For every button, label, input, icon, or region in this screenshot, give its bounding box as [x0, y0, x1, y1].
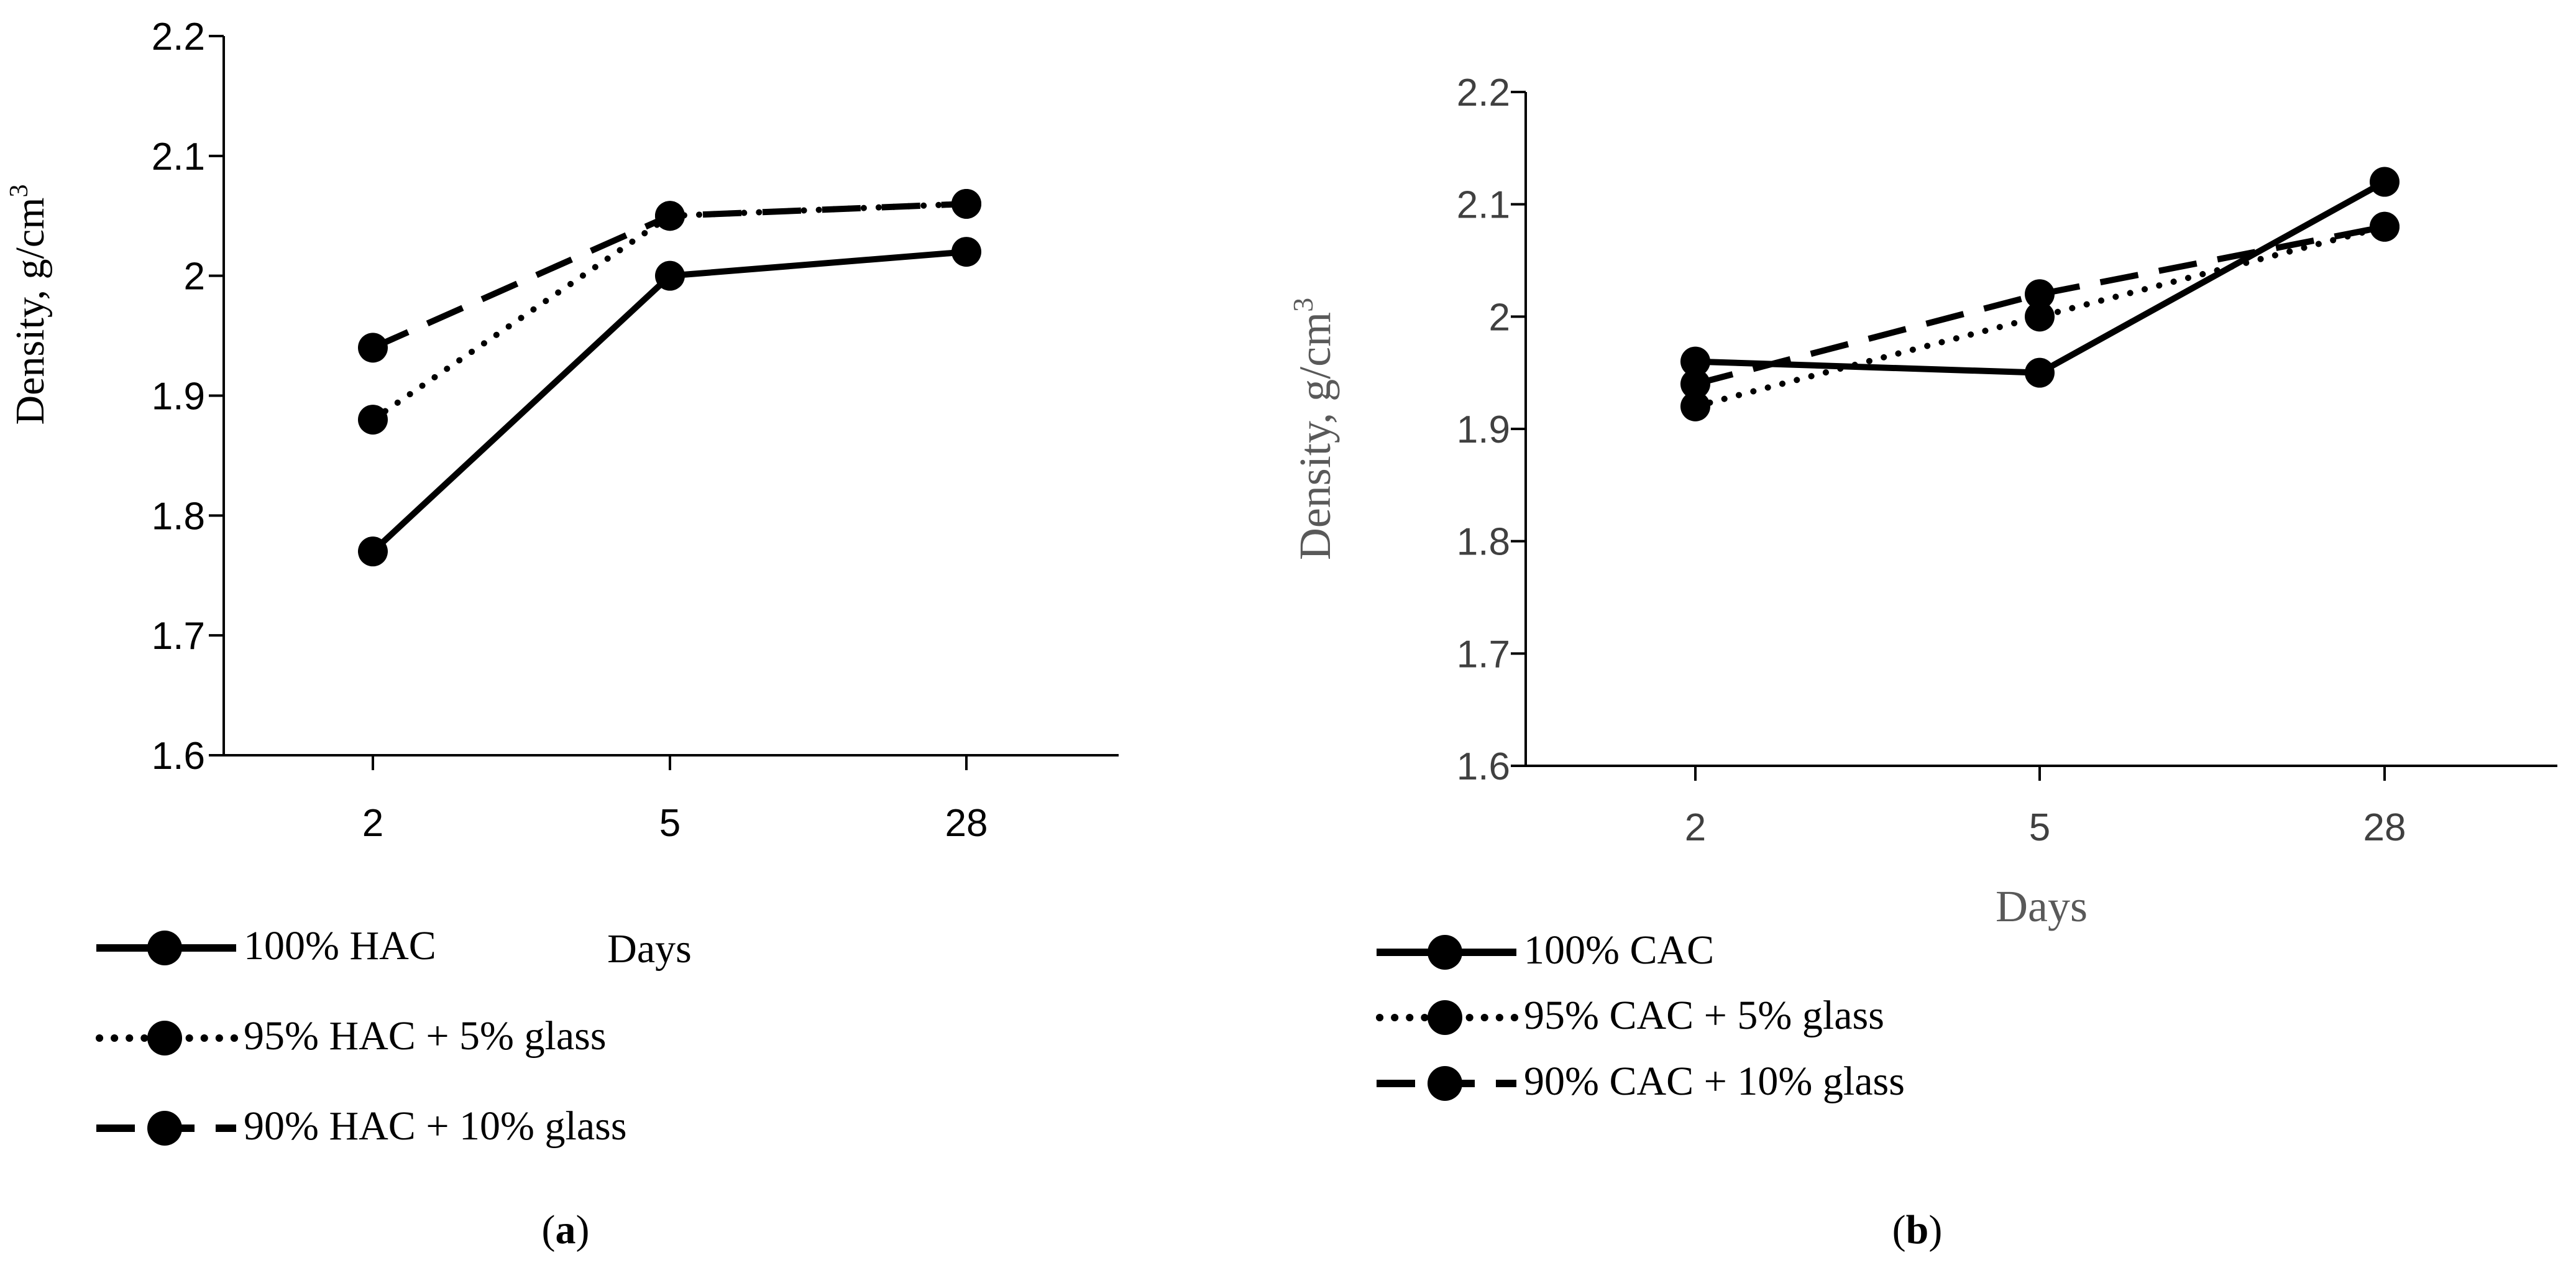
panel-b-caption: (b)	[1892, 1207, 1943, 1253]
legend-marker	[1428, 1000, 1462, 1035]
y-tick-label: 2.2	[152, 16, 205, 58]
panel-a-x-axis-title: Days	[607, 926, 692, 972]
y-tick-label: 2	[184, 255, 205, 298]
y-tick-label: 2.1	[152, 136, 205, 178]
x-tick-label: 5	[659, 802, 681, 845]
y-tick-label: 2	[1489, 296, 1510, 339]
legend-item: 100% HAC	[96, 923, 436, 968]
data-point	[358, 405, 388, 435]
x-tick-label: 2	[1685, 806, 1706, 849]
legend-item: 95% CAC + 5% glass	[1376, 993, 1884, 1038]
data-point	[358, 333, 388, 363]
data-point	[2370, 167, 2400, 197]
data-point	[2370, 211, 2400, 242]
panel-b-y-axis-title: Density, g/cm3	[1287, 298, 1340, 560]
y-tick-label: 1.8	[1457, 521, 1510, 564]
legend-label: 100% CAC	[1524, 927, 1714, 973]
data-point	[655, 201, 685, 231]
data-point	[1680, 346, 1710, 377]
series-line-dotted	[370, 200, 969, 423]
data-point	[2025, 357, 2055, 388]
legend-marker	[1428, 1066, 1462, 1101]
legend-item: 95% HAC + 5% glass	[96, 1013, 607, 1059]
legend-item: 90% HAC + 10% glass	[96, 1103, 627, 1149]
legend-item: 100% CAC	[1377, 927, 1714, 973]
legend-marker	[147, 1021, 182, 1055]
data-point	[655, 260, 685, 291]
series-line-solid	[370, 249, 967, 554]
data-point	[358, 536, 388, 567]
y-tick-label: 1.6	[152, 735, 205, 778]
data-point	[1680, 391, 1710, 421]
data-point	[1680, 369, 1710, 399]
y-tick-label: 2.2	[1457, 71, 1510, 114]
data-point	[2025, 279, 2055, 310]
legend-label: 90% CAC + 10% glass	[1524, 1059, 1905, 1104]
y-tick-label: 1.9	[1457, 408, 1510, 451]
x-tick-label: 28	[945, 802, 988, 845]
y-tick-label: 1.7	[152, 615, 205, 658]
legend-marker	[147, 931, 182, 965]
data-point	[2025, 301, 2055, 332]
legend-label: 100% HAC	[244, 923, 436, 968]
y-tick-label: 1.8	[152, 495, 205, 538]
series-line-solid	[1695, 179, 2386, 376]
panel-a-caption: (a)	[542, 1207, 590, 1253]
legend-item: 90% CAC + 10% glass	[1377, 1059, 1905, 1104]
panel-a-legend: 100% HAC 95% HAC + 5% glass 90% HAC + 10…	[96, 923, 627, 1149]
legend-label: 90% HAC + 10% glass	[244, 1103, 627, 1149]
y-tick-label: 1.7	[1457, 633, 1510, 676]
panel-b-legend: 100% CAC 95% CAC + 5% glass 90% CAC + 10…	[1376, 927, 1905, 1104]
legend-marker	[147, 1111, 182, 1146]
panel-a-chart: 1.61.71.81.922.12.2 2 5 28 Density, g/cm3 …	[5, 16, 1119, 1253]
data-point	[951, 237, 981, 267]
y-tick-label: 1.9	[152, 375, 205, 418]
panel-b-x-axis-title: Days	[1996, 881, 2088, 931]
y-tick-label: 2.1	[1457, 184, 1510, 227]
panel-b-chart: 1.61.71.81.922.12.2 2 5 28 Density, g/cm3 …	[1287, 71, 2557, 1253]
x-tick-label: 5	[2029, 806, 2050, 849]
legend-label: 95% CAC + 5% glass	[1524, 993, 1884, 1038]
legend-marker	[1428, 935, 1462, 970]
y-tick-label: 1.6	[1457, 745, 1510, 788]
panel-a-y-axis-title: Density, g/cm3	[5, 185, 53, 425]
x-tick-label: 2	[362, 802, 383, 845]
legend-label: 95% HAC + 5% glass	[244, 1013, 607, 1059]
series-line-dotted	[1692, 223, 2388, 410]
data-point	[951, 188, 981, 219]
x-tick-label: 28	[2363, 806, 2406, 849]
